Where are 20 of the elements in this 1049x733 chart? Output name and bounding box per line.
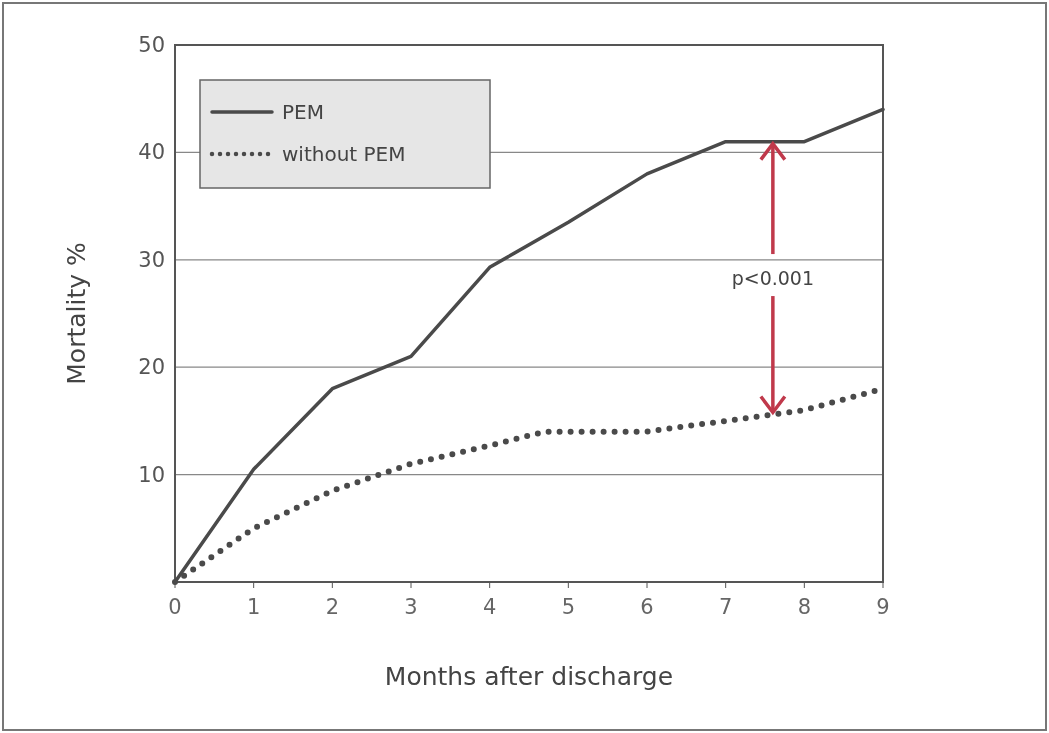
x-tick-label: 1 [246,595,261,619]
legend-label: without PEM [282,142,406,166]
legend-label: PEM [282,100,324,124]
x-tick-label: 2 [325,595,340,619]
x-tick-label: 6 [640,595,654,619]
annotation: p<0.001 [731,267,815,290]
y-tick-label: 20 [138,355,165,380]
x-tick-label: 3 [404,595,418,619]
x-tick-label: 0 [168,595,182,619]
x-tick-label: 7 [718,595,733,619]
y-tick-label: 50 [138,33,165,57]
y-axis-title: Mortality % [62,242,91,385]
x-tick-label: 4 [482,595,497,619]
x-tick-label: 8 [797,595,812,619]
x-axis-title: Months after discharge [384,662,674,691]
y-tick-label: 30 [138,247,165,272]
y-tick-label: 40 [138,140,165,165]
y-tick-label: 10 [138,462,165,487]
x-tick-label: 9 [876,595,890,619]
x-tick-label: 5 [561,595,576,619]
